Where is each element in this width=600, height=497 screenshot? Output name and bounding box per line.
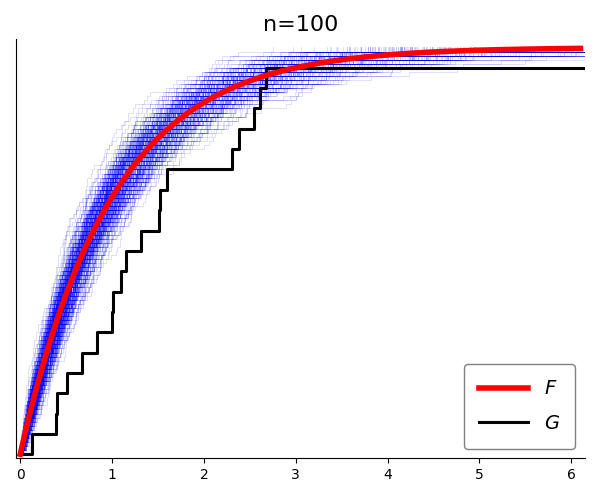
Legend: $F$, $G$: $F$, $G$ xyxy=(464,364,575,449)
Title: n=100: n=100 xyxy=(263,15,338,35)
